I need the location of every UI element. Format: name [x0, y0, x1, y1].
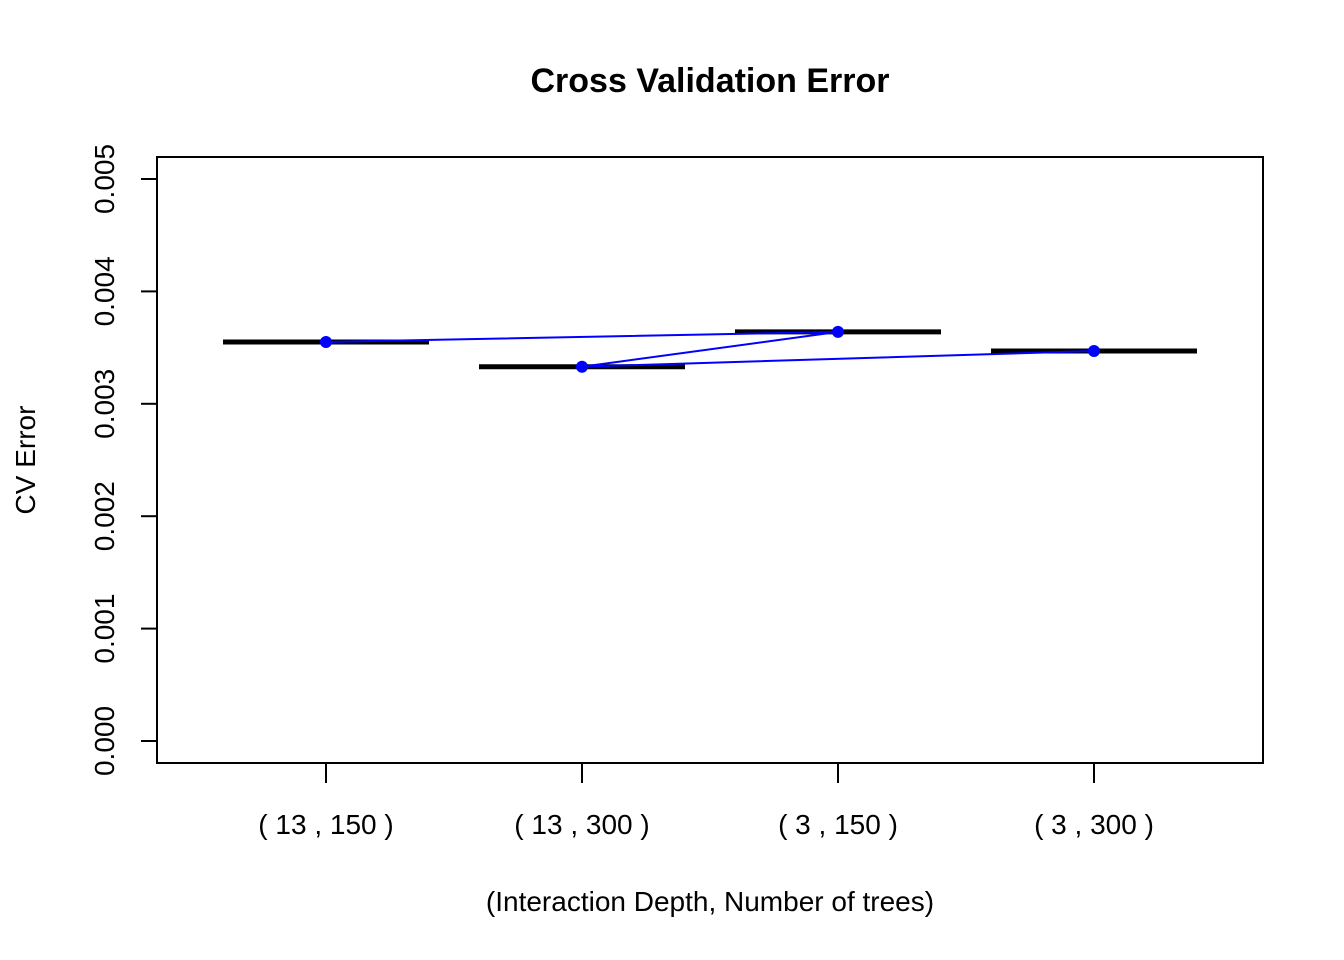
y-tick-label: 0.000 — [89, 706, 120, 776]
x-tick-label: ( 3 , 150 ) — [778, 809, 898, 840]
plot-frame — [156, 156, 1264, 764]
chart-title: Cross Validation Error — [531, 62, 890, 100]
data-point — [832, 325, 844, 338]
data-point — [576, 360, 588, 373]
series-line — [325, 330, 1095, 368]
y-tick-label: 0.001 — [89, 594, 120, 664]
y-axis-label: CV Error — [10, 406, 41, 515]
y-tick-label: 0.005 — [89, 144, 120, 214]
y-tick-label: 0.003 — [89, 369, 120, 439]
plot-marks — [223, 325, 1197, 373]
x-tick-label: ( 13 , 150 ) — [258, 809, 393, 840]
x-axis-label: (Interaction Depth, Number of trees) — [486, 886, 934, 917]
y-axis: 0.000 0.001 0.002 0.003 0.004 0.005 — [89, 144, 158, 776]
x-tick-label: ( 13 , 300 ) — [514, 809, 649, 840]
x-axis: ( 13 , 150 ) ( 13 , 300 ) ( 3 , 150 ) ( 3 ,… — [258, 763, 1154, 840]
x-tick-label: ( 3 , 300 ) — [1034, 809, 1154, 840]
data-point — [320, 335, 332, 348]
y-tick-label: 0.002 — [89, 481, 120, 551]
y-tick-label: 0.004 — [89, 256, 120, 326]
data-point — [1088, 344, 1100, 357]
